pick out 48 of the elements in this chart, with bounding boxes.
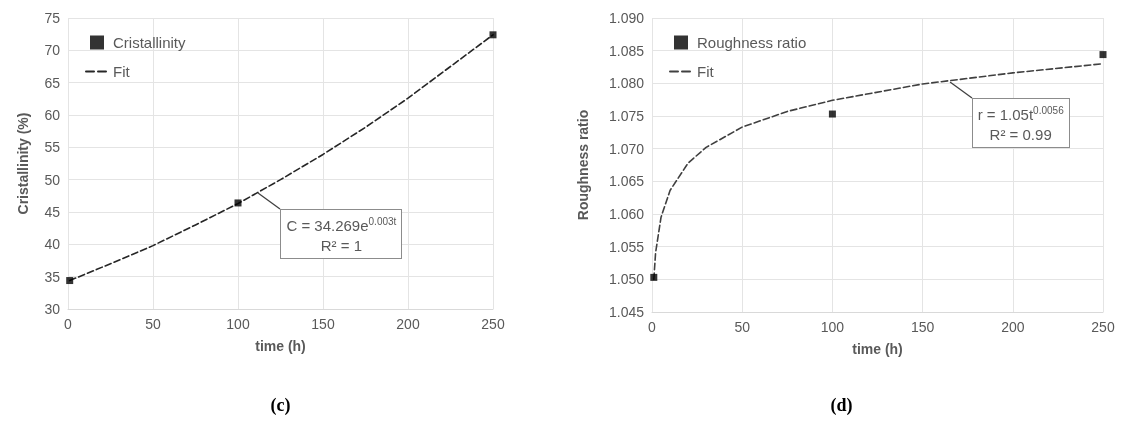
y-tick-label: 1.065 <box>608 173 645 190</box>
y-tick-label: 75 <box>44 10 61 26</box>
legend-label: Roughness ratio <box>697 34 807 51</box>
point <box>489 31 497 39</box>
x-axis-title: time (h) <box>255 338 306 354</box>
y-tick-label: 1.080 <box>608 75 645 92</box>
y-tick-label: 1.050 <box>608 271 645 288</box>
y-tick-label: 1.070 <box>608 140 645 157</box>
point <box>650 273 658 281</box>
y-tick-label: 1.060 <box>608 206 645 222</box>
y-tick-label: 1.085 <box>608 42 645 59</box>
x-tick-label: 200 <box>1001 319 1025 335</box>
text: (d) <box>830 395 853 416</box>
y-tick-label: 1.090 <box>608 10 645 26</box>
legend-label: Cristallinity <box>113 34 187 51</box>
y-tick-label: 1.055 <box>608 238 645 255</box>
point <box>828 110 836 118</box>
text: (c) <box>270 395 291 416</box>
y-tick-label: 70 <box>44 42 61 59</box>
y-axis-title: Cristallinity (%) <box>15 112 31 215</box>
x-tick-label: 50 <box>734 319 751 335</box>
y-tick-label: 60 <box>44 107 61 123</box>
x-tick-label: 200 <box>396 316 420 332</box>
y-tick-label: 45 <box>44 204 61 220</box>
x-tick-label: 100 <box>226 316 250 332</box>
y-tick-label: 65 <box>44 74 61 91</box>
y-tick-label: 35 <box>44 268 61 285</box>
x-tick-label: 150 <box>910 319 935 335</box>
y-tick-label: 50 <box>44 171 61 188</box>
legend-label: Fit <box>113 63 131 80</box>
y-tick-label: 40 <box>44 236 61 253</box>
y-tick-label: 1.075 <box>608 108 645 124</box>
point <box>1099 51 1107 59</box>
x-tick-label: 250 <box>481 316 505 332</box>
x-axis-title: time (h) <box>852 341 903 357</box>
x-tick-label: 150 <box>311 316 335 332</box>
y-tick-label: 55 <box>44 139 61 156</box>
y-tick-label: 1.045 <box>608 304 645 320</box>
legend-label: Fit <box>697 63 715 80</box>
point <box>66 277 74 285</box>
x-tick-label: 250 <box>1091 319 1115 335</box>
y-tick-label: 30 <box>44 301 61 317</box>
x-tick-label: 0 <box>64 316 73 332</box>
y-axis-title: Roughness ratio <box>575 109 591 221</box>
point <box>234 199 242 207</box>
x-tick-label: 0 <box>648 319 657 335</box>
x-tick-label: 100 <box>820 319 845 335</box>
x-tick-label: 50 <box>145 316 161 332</box>
